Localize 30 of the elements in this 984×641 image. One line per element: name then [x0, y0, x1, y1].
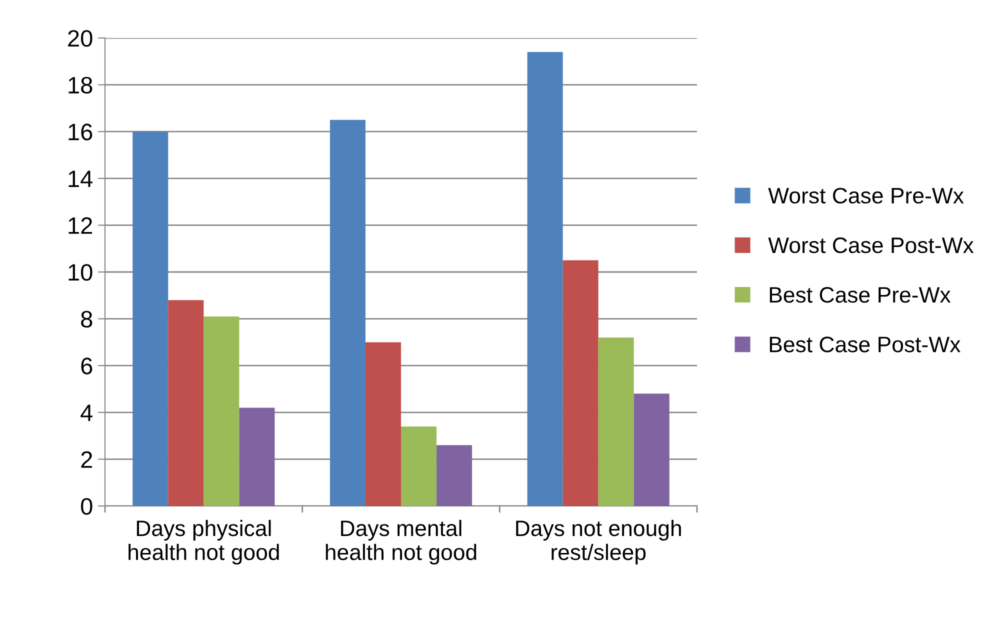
y-tick-label: 0 — [80, 498, 92, 515]
bar — [330, 120, 366, 506]
y-tick-label: 12 — [68, 217, 92, 234]
bar — [204, 316, 240, 506]
y-tick-label: 4 — [80, 404, 93, 421]
y-tick-label: 2 — [81, 451, 92, 468]
bar — [634, 394, 670, 506]
bar — [598, 338, 634, 506]
x-tick-label: Days not enough rest/sleep — [516, 520, 681, 565]
y-tick-label: 20 — [68, 30, 92, 47]
y-tick-label: 8 — [81, 310, 92, 328]
y-tick-label: 10 — [68, 264, 92, 281]
x-tick-label: Days physical health not good — [128, 520, 279, 565]
legend-label: Best Case Post-Wx — [770, 336, 960, 352]
bar — [365, 342, 401, 506]
bar — [168, 300, 204, 506]
bar — [562, 260, 598, 506]
y-tick-label: 16 — [68, 124, 92, 140]
bar — [527, 52, 563, 506]
legend-label: Worst Case Pre-Wx — [768, 188, 964, 204]
y-tick-label: 14 — [68, 170, 93, 187]
bar — [239, 408, 275, 506]
legend-label: Worst Case Post-Wx — [768, 237, 974, 254]
y-tick-label: 18 — [68, 76, 92, 94]
bar — [132, 132, 168, 506]
x-tick-label: Days mental health not good — [326, 520, 476, 565]
bar — [436, 445, 472, 506]
bar — [401, 426, 437, 506]
y-tick-label: 6 — [81, 358, 92, 374]
legend-label: Best Case Pre-Wx — [770, 287, 951, 303]
